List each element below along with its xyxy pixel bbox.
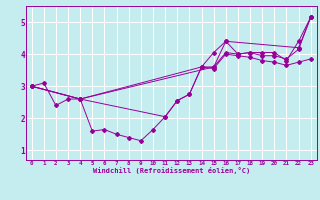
X-axis label: Windchill (Refroidissement éolien,°C): Windchill (Refroidissement éolien,°C) [92, 167, 250, 174]
